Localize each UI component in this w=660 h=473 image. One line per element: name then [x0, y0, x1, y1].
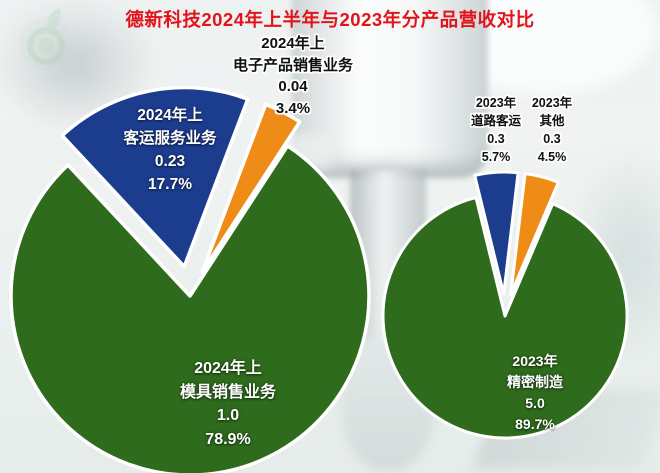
pie-slice-label-line: 2024年上 — [194, 360, 262, 377]
pie-slice-label: 2023年其他 0.3 4.5% — [532, 94, 572, 166]
pie-slice-label-line: 5.0 — [525, 395, 545, 411]
pie-slice-label: 2023年精密制造 5.0 89.7% — [507, 351, 563, 435]
pie-slice-label-line: 0.04 — [278, 78, 308, 95]
pie-slice — [200, 102, 302, 274]
pie-slice-label-line: 客运服务业务 — [123, 130, 217, 147]
green-leaf-ring-logo-icon — [19, 8, 73, 71]
pie-slice-label-line: 3.4% — [275, 99, 311, 117]
pie-slice-label-line: 2024年上 — [261, 35, 325, 52]
pie-slice-label-line: 精密制造 — [507, 374, 563, 390]
pie-slice-label-line: 道路客运 — [470, 114, 522, 128]
pie-slice-label: 2023年道路客运 0.3 5.7% — [471, 94, 521, 166]
pie-slice — [473, 170, 520, 296]
pie-slice-label-line: 0.3 — [487, 132, 505, 146]
pie-slice — [9, 144, 371, 473]
pie-slice-label-line: 4.5% — [537, 150, 567, 164]
pie-slice-label-line: 5.7% — [481, 150, 511, 164]
pie-slice — [60, 85, 250, 269]
pie-slice-label: 2024年上 客运服务业务 0.23 17.7% — [123, 104, 216, 196]
pie-slice-label-line: 2023年 — [475, 96, 517, 110]
pie-slice-label: 2024年上电子产品销售业务 0.04 3.4% — [233, 33, 353, 119]
pie-slice-label-line: 2023年 — [531, 96, 573, 110]
pie-slice-label-line: 0.23 — [154, 153, 186, 170]
pie-slice-label-line: 电子产品销售业务 — [232, 56, 354, 74]
pie-slice-label-line: 17.7% — [148, 176, 192, 193]
pie-slice-label-line: 其他 — [539, 114, 565, 128]
pie-slice-label-line: 1.0 — [216, 407, 240, 424]
pie-slice — [509, 172, 560, 297]
pie-slice-label-line: 模具销售业务 — [179, 383, 277, 401]
pie-slice-label-line: 2024年上 — [137, 107, 203, 124]
pie-slice-label-line: 2023年 — [512, 353, 558, 369]
pie-slice-label-line: 89.7% — [515, 416, 555, 432]
chart-title: 德新科技2024年上半年与2023年分产品营收对比 — [125, 9, 535, 30]
pie-slice-label-line: 0.3 — [543, 132, 561, 146]
pie-slice-label-line: 78.9% — [205, 430, 251, 448]
pie-slice — [381, 196, 629, 440]
pie-slice-label: 2024年上 模具销售业务 1.0 78.9% — [180, 357, 276, 451]
